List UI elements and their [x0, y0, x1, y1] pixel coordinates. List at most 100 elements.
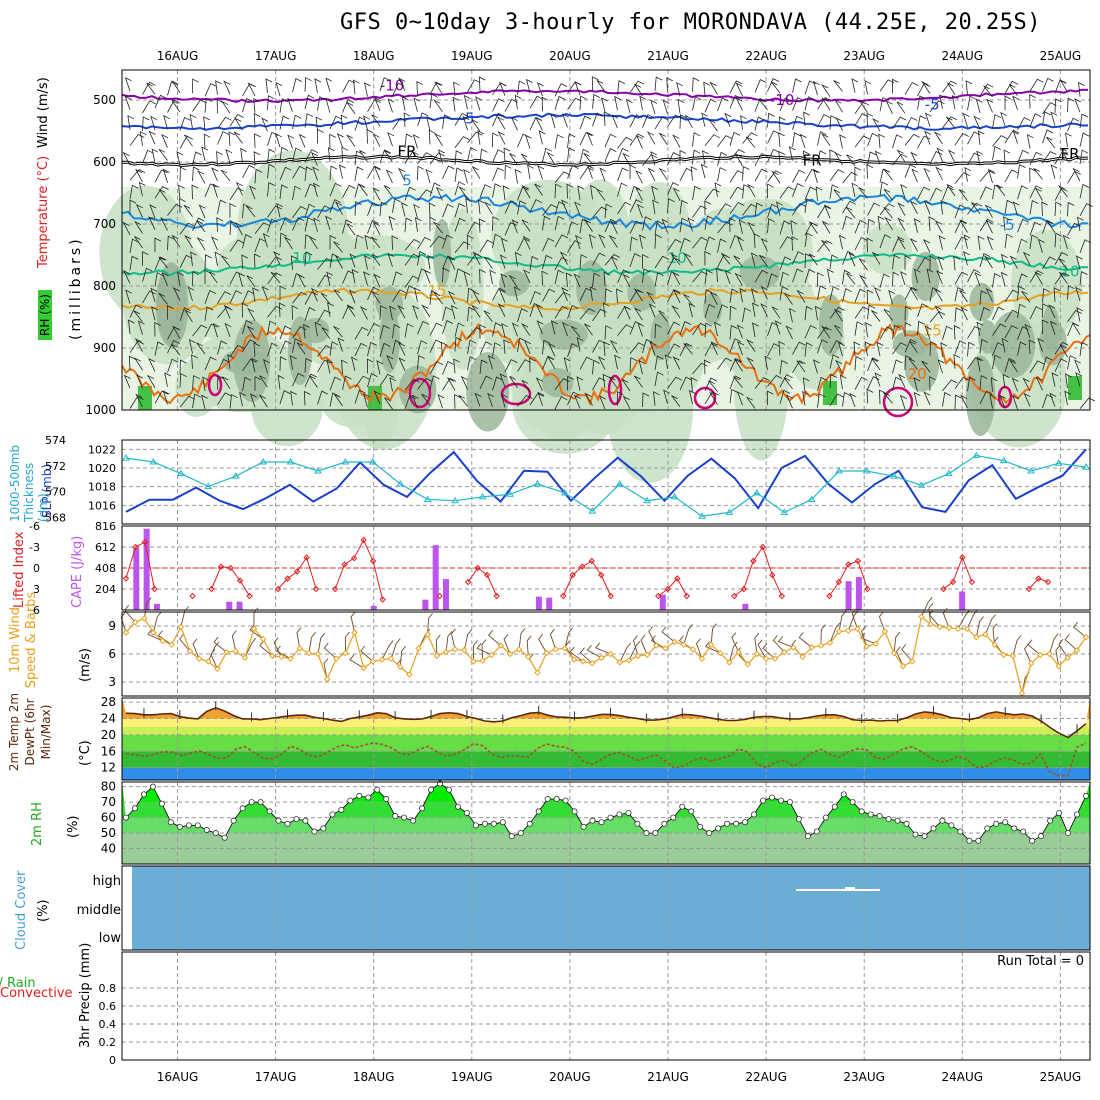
thickness-point — [944, 469, 953, 477]
wind-barb — [554, 171, 570, 183]
wind-barb — [417, 152, 433, 164]
wind-barb — [692, 271, 708, 283]
wind-barb — [1035, 376, 1043, 391]
lifted-index-point — [331, 585, 339, 593]
wind-barb — [353, 79, 360, 95]
wind-barb — [413, 203, 420, 219]
wind10m-point — [159, 637, 166, 645]
wind-barb — [1029, 93, 1036, 109]
wind-barb — [334, 255, 343, 269]
wind-barb — [492, 342, 501, 357]
wind-barb — [992, 323, 1007, 336]
rh2m-point — [356, 792, 363, 799]
wind-barb — [688, 389, 696, 405]
wind-barb — [817, 376, 828, 392]
wind-barb — [150, 306, 158, 321]
lifted-index-point — [959, 554, 966, 561]
wind10m-point — [698, 655, 706, 662]
wind-barb — [336, 133, 344, 148]
wind-barb — [717, 203, 732, 216]
wind-barb — [1079, 239, 1092, 254]
temp-band — [122, 734, 1090, 752]
wind-barb — [267, 272, 282, 285]
wind-barb — [929, 187, 943, 202]
wind-barb — [492, 216, 500, 231]
wind-barb — [677, 98, 685, 114]
wind-barb — [499, 254, 507, 269]
wind10m-point — [753, 650, 761, 658]
rh2m-point — [643, 830, 650, 837]
wind10m-point — [534, 669, 541, 676]
wind-barb — [629, 289, 644, 303]
rh2m-point — [212, 830, 219, 837]
wind-barb — [176, 151, 184, 166]
wind-barb — [954, 394, 962, 410]
wind-barb — [483, 310, 493, 322]
wind-barb — [179, 359, 187, 375]
wind-barb — [554, 83, 568, 97]
wind-barb — [629, 114, 643, 128]
rh2m-point — [392, 813, 399, 820]
wind-barb — [848, 252, 856, 267]
thickness-point — [698, 512, 706, 519]
contour-25 — [607, 374, 623, 406]
lifted-index-point — [284, 575, 291, 582]
wind-barb — [427, 254, 434, 270]
wind-barb — [367, 202, 379, 216]
wind-barb — [639, 234, 646, 249]
wind10m-barb — [661, 626, 675, 643]
wind-barb — [896, 235, 906, 250]
wind-barb — [747, 221, 756, 236]
wind-barb — [610, 220, 618, 235]
wind-barb — [853, 341, 861, 357]
wind-barb — [1054, 232, 1062, 248]
wind-barb — [437, 394, 445, 409]
wind-barb — [846, 154, 856, 167]
wind-barb — [254, 222, 270, 235]
wind10m-barb — [1064, 634, 1078, 651]
wind-barb — [376, 360, 384, 375]
wind10m-point — [717, 649, 724, 657]
wind-barb — [754, 79, 767, 93]
lifted-index-tick: 3 — [33, 583, 40, 596]
wind-barb — [1026, 134, 1034, 149]
wind-barb — [124, 95, 132, 110]
wind10m-barb — [244, 638, 257, 658]
wind-barb — [521, 185, 531, 199]
wind-barb — [303, 390, 311, 406]
wind-barb — [367, 165, 381, 179]
wind-barb — [704, 215, 714, 230]
wind-barb — [891, 78, 899, 94]
wind-barb — [252, 287, 259, 302]
wind-barb — [163, 115, 170, 130]
wind10m-barb — [648, 626, 657, 646]
wind-barb — [525, 78, 533, 94]
wind-barb — [992, 114, 1002, 129]
wind-barb — [729, 288, 739, 303]
wind-barb — [1054, 187, 1068, 201]
wind-barb — [729, 80, 743, 94]
wind10m-barb — [381, 640, 394, 660]
rh-shade-blob-dark — [889, 294, 909, 331]
wind-barb — [592, 93, 601, 109]
rh2m-point — [158, 800, 165, 807]
wind-barb — [275, 81, 283, 97]
wind-barb — [724, 269, 732, 284]
wind-barb — [522, 235, 531, 250]
wind-barb — [310, 287, 318, 302]
wind-barb — [467, 356, 477, 371]
thickness-tick: 570 — [45, 486, 66, 499]
wind-barb — [267, 342, 278, 357]
wind-barb — [1022, 251, 1031, 266]
wind-barb — [817, 326, 832, 339]
rh2m-point — [329, 811, 336, 818]
wind-barb — [135, 393, 143, 408]
cloud-level-label: low — [99, 931, 122, 946]
rh2m-point — [1038, 833, 1045, 840]
wind-barb — [554, 396, 568, 410]
wind10m-point — [936, 623, 943, 631]
wind-barb — [433, 132, 443, 147]
wind-barb — [221, 375, 231, 390]
wind-barb — [354, 166, 364, 181]
lifted-index-point — [1025, 585, 1033, 593]
